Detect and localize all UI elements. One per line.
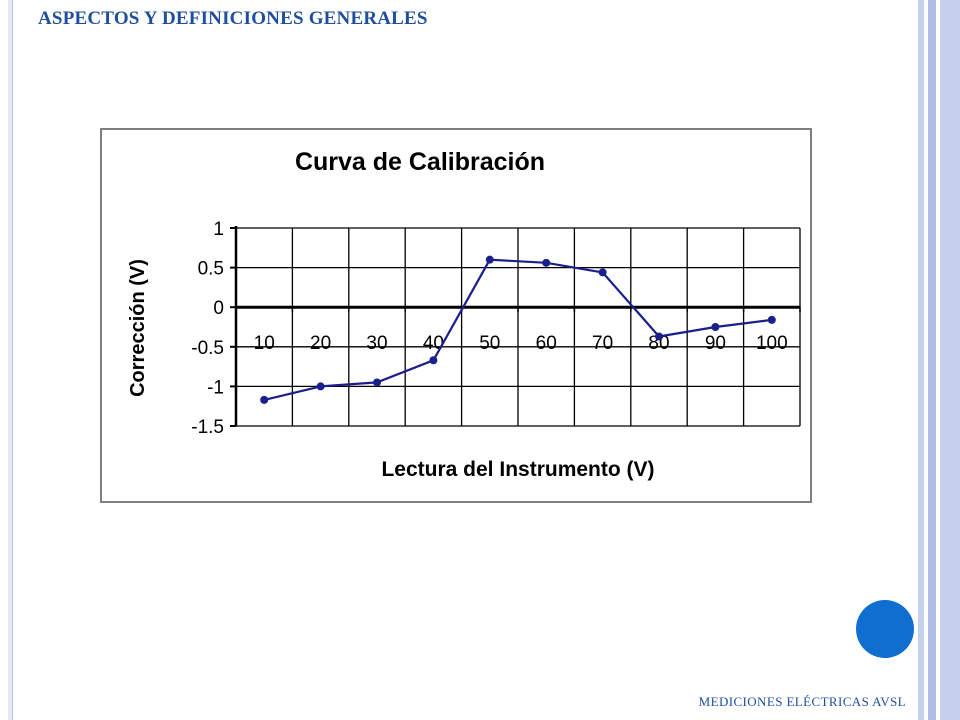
x-tick-label: 50	[479, 333, 500, 354]
y-tick-labels: -1.5 -1 -0.5 0 0.5 1	[191, 219, 224, 438]
slide-left-border	[0, 0, 13, 720]
slide-right-border	[916, 0, 960, 720]
decorative-circle	[856, 600, 914, 658]
data-point	[711, 323, 720, 331]
x-tick-label: 70	[592, 333, 613, 354]
data-point	[542, 258, 551, 267]
y-tick-label: -1	[207, 377, 224, 398]
y-tick-label: -1.5	[191, 417, 224, 438]
chart-container: Curva de Calibración -1.5 -1 -0.5 0 0.5 1 10 2…	[100, 128, 812, 503]
x-tick-label: 80	[648, 333, 669, 354]
y-axis-label: Corrección (V)	[127, 259, 149, 397]
data-point	[429, 356, 438, 365]
data-point	[598, 268, 607, 277]
chart-series	[260, 255, 776, 404]
y-tick-label: 1	[213, 219, 224, 240]
x-tick-label: 40	[423, 333, 444, 354]
slide-footer: MEDICIONES ELÉCTRICAS AVSL	[698, 694, 906, 709]
data-point	[316, 382, 325, 391]
x-tick-label: 60	[536, 333, 557, 354]
x-tick-label: 100	[756, 333, 788, 354]
y-tick-label: -0.5	[191, 338, 224, 359]
data-point	[655, 332, 663, 341]
y-tick-label: 0.5	[198, 259, 224, 280]
x-tick-label: 10	[254, 333, 275, 354]
series-line	[263, 258, 772, 401]
data-point	[373, 378, 381, 387]
x-tick-labels: 10 20 30 40 50 60 70 80 90 100	[254, 333, 788, 354]
x-tick-label: 30	[366, 333, 387, 354]
data-point	[260, 395, 269, 404]
chart-axes	[230, 226, 801, 427]
data-point	[485, 255, 494, 264]
y-tick-label: 0	[213, 298, 224, 319]
x-axis-label: Lectura del Instrumento (V)	[381, 458, 654, 481]
x-tick-label: 90	[705, 333, 726, 354]
slide-title: ASPECTOS Y DEFINICIONES GENERALES	[38, 8, 428, 29]
calibration-chart: Curva de Calibración -1.5 -1 -0.5 0 0.5 1 10 2…	[127, 148, 801, 481]
data-point	[767, 315, 776, 324]
chart-title: Curva de Calibración	[295, 148, 545, 176]
x-tick-label: 20	[310, 333, 331, 354]
